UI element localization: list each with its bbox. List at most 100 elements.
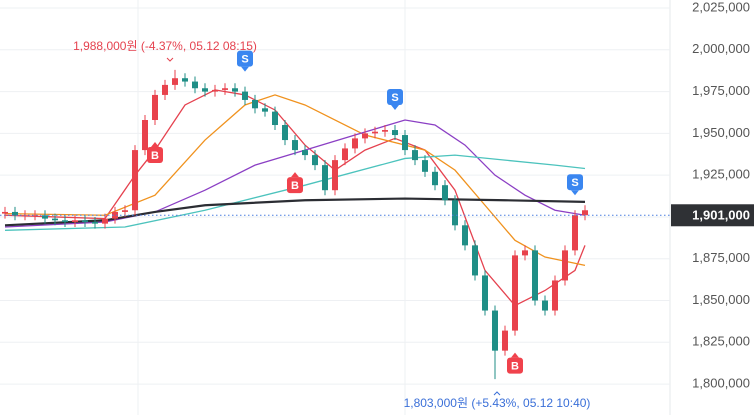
moving-average-line <box>4 197 586 227</box>
candle-body <box>492 310 498 351</box>
y-tick-label: 2,025,000 <box>692 0 750 14</box>
signal-label: B <box>151 150 159 162</box>
candle-body <box>502 330 508 351</box>
candle-body <box>102 218 108 224</box>
low-annotation: 1,803,000원 (+5.43%, 05.12 10:40) <box>404 396 591 410</box>
moving-average-line <box>4 89 586 307</box>
candle-body <box>272 111 278 126</box>
signal-label: S <box>391 92 398 104</box>
signal-pointer <box>571 190 579 196</box>
signal-marker: B <box>287 172 303 194</box>
signals: B B B S S S <box>147 50 583 374</box>
candle-body <box>472 245 478 276</box>
signal-marker: S <box>387 89 403 111</box>
candle-body <box>442 185 448 201</box>
signal-badge <box>507 357 523 374</box>
signal-pointer <box>391 105 399 111</box>
candle-body <box>532 250 538 301</box>
candle-body <box>582 210 588 216</box>
candle-body <box>392 130 398 136</box>
signal-label: B <box>291 180 299 192</box>
candle-body <box>72 220 78 222</box>
candle-body <box>252 99 258 109</box>
candle-body <box>162 84 168 95</box>
candle-body <box>212 89 218 92</box>
annotation-arrow <box>166 57 174 62</box>
candle-body <box>42 215 48 219</box>
candle-body <box>82 220 88 222</box>
candle-body <box>322 165 328 191</box>
annotation-arrow <box>493 391 501 396</box>
candle-body <box>452 200 458 226</box>
candle-body <box>302 150 308 156</box>
candle-body <box>562 250 568 281</box>
candle-body <box>152 94 158 121</box>
candle-body <box>292 140 298 151</box>
candle-body <box>432 171 438 186</box>
signal-badge <box>237 50 253 67</box>
signal-pointer <box>511 352 519 358</box>
candle-body <box>402 135 408 151</box>
candle-body <box>512 255 518 331</box>
signal-marker: S <box>237 50 253 72</box>
candle-body <box>92 221 98 224</box>
candle-body <box>482 275 488 311</box>
y-tick-label: 1,925,000 <box>692 167 750 182</box>
candle-body <box>282 125 288 141</box>
moving-average-line <box>4 154 586 231</box>
candle-body <box>132 150 138 211</box>
candle-body <box>372 131 378 134</box>
candle-body <box>552 280 558 311</box>
candle-body <box>242 91 248 100</box>
signal-badge <box>567 174 583 191</box>
current-price-label: 1,901,000 <box>692 208 750 223</box>
moving-average-line <box>4 94 586 267</box>
y-tick-label: 2,000,000 <box>692 41 750 56</box>
candle-body <box>462 225 468 246</box>
candle-body <box>32 215 38 217</box>
candle-body <box>112 211 118 219</box>
candle-body <box>12 211 18 216</box>
candle-body <box>352 138 358 149</box>
y-tick-label: 1,950,000 <box>692 125 750 140</box>
candle-body <box>542 300 548 311</box>
signal-pointer <box>291 172 299 178</box>
signal-label: B <box>511 361 519 373</box>
candle-body <box>2 211 8 214</box>
signal-pointer <box>241 66 249 72</box>
candle-body <box>342 148 348 161</box>
signal-label: S <box>241 53 248 65</box>
candle-body <box>572 215 578 251</box>
candle-body <box>122 210 128 212</box>
candle-body <box>202 88 208 92</box>
candle-body <box>172 78 178 85</box>
y-tick-label: 1,850,000 <box>692 292 750 307</box>
current-price-box <box>671 204 754 227</box>
candle-body <box>362 133 368 139</box>
signal-marker: S <box>567 174 583 196</box>
high-annotation: 1,988,000원 (-4.37%, 05.12 08:15) <box>73 39 257 53</box>
y-tick-label: 1,975,000 <box>692 83 750 98</box>
candle-body <box>262 108 268 112</box>
signal-label: S <box>571 177 578 189</box>
candle-body <box>222 88 228 90</box>
grid <box>0 7 670 385</box>
candles <box>2 69 588 380</box>
moving-averages <box>4 89 586 307</box>
y-tick-label: 1,800,000 <box>692 376 750 391</box>
axis-labels: 2,025,000 2,000,000 1,975,000 1,950,000 1,92… <box>692 0 750 391</box>
candle-body <box>332 160 338 191</box>
candle-body <box>412 150 418 161</box>
y-tick-label: 1,875,000 <box>692 250 750 265</box>
candle-body <box>192 81 198 89</box>
candle-body <box>422 160 428 172</box>
candle-body <box>182 78 188 82</box>
candle-body <box>62 220 68 222</box>
candle-body <box>142 120 148 151</box>
candle-body <box>382 130 388 132</box>
candle-body <box>522 250 528 256</box>
signal-badge <box>147 147 163 164</box>
signal-marker: B <box>507 352 523 374</box>
signal-pointer <box>151 142 159 148</box>
